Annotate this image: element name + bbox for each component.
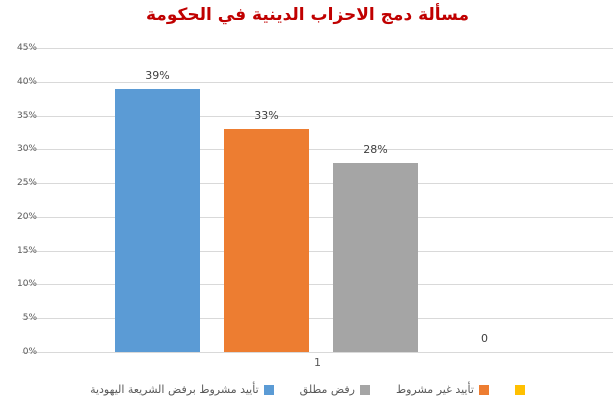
legend-label: رفض مطلق bbox=[299, 383, 355, 396]
y-axis-tick-label: 40% bbox=[16, 76, 37, 87]
gridline bbox=[22, 149, 613, 151]
bar-data-label: 33% bbox=[254, 109, 279, 123]
gridline bbox=[22, 284, 613, 286]
plot-area: 45% 40% 35% 30% 25% 20% 15% 10% 5% 0% 39% 33% 28% 0 bbox=[17, 43, 613, 357]
gridline bbox=[22, 115, 613, 117]
y-axis-tick-label: 30% bbox=[16, 144, 37, 155]
legend-label: تأييد مشروط برفض الشريعة اليهودية bbox=[90, 383, 259, 396]
legend-swatch bbox=[514, 384, 525, 395]
bar-series-0 bbox=[115, 88, 200, 352]
y-axis-tick-label: 25% bbox=[16, 178, 37, 189]
chart-title: مسألة دمج الاحزاب الدينية في الحكومة bbox=[146, 5, 469, 25]
bar-series-2 bbox=[333, 162, 418, 352]
gridline bbox=[22, 250, 613, 252]
gridline bbox=[22, 48, 613, 49]
legend-swatch bbox=[263, 384, 274, 395]
gridline bbox=[22, 352, 613, 353]
gridline bbox=[22, 81, 613, 83]
y-axis-tick-label: 10% bbox=[16, 279, 37, 290]
bar-data-label: 28% bbox=[363, 142, 388, 156]
bar-data-label: 39% bbox=[145, 68, 170, 82]
bar-data-label: 0 bbox=[481, 332, 488, 345]
y-axis-tick-label: 45% bbox=[16, 43, 37, 53]
legend-item-3 bbox=[514, 384, 525, 395]
legend-swatch bbox=[478, 384, 489, 395]
y-axis-tick-label: 5% bbox=[22, 313, 37, 324]
y-axis-tick-label: 20% bbox=[16, 211, 37, 222]
bar-series-1 bbox=[224, 129, 309, 352]
y-axis-tick-label: 0% bbox=[22, 347, 37, 357]
chart-legend: تأييد مشروط برفض الشريعة اليهودية رفض مطل… bbox=[0, 383, 615, 396]
legend-item-0: تأييد مشروط برفض الشريعة اليهودية bbox=[90, 383, 274, 396]
gridline bbox=[22, 183, 613, 185]
x-axis-category-label: 1 bbox=[314, 356, 321, 369]
y-axis-tick-label: 35% bbox=[16, 110, 37, 121]
legend-item-1: رفض مطلق bbox=[300, 383, 370, 396]
gridline bbox=[22, 318, 613, 320]
legend-item-2: تأييد غير مشروط bbox=[396, 383, 489, 396]
legend-swatch bbox=[359, 384, 370, 395]
gridline bbox=[22, 216, 613, 218]
y-axis-tick-label: 15% bbox=[16, 245, 37, 256]
legend-label: تأييد غير مشروط bbox=[395, 383, 474, 396]
